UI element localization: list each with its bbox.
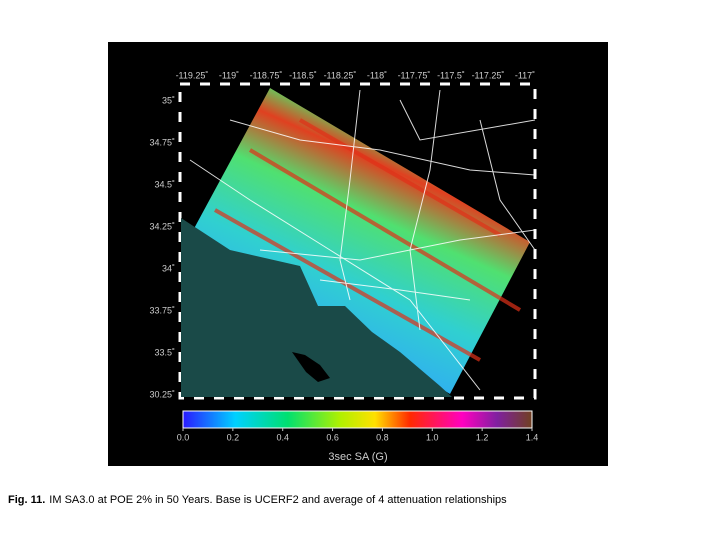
lon-label: -117.75˚	[398, 70, 431, 80]
colorbar-tick-label: 0.6	[326, 432, 339, 442]
lon-label: -118.5˚	[289, 70, 317, 80]
lat-label: 33.5˚	[154, 347, 175, 357]
figure: -119.25˚ -119˚ -118.75˚ -118.5˚ -118.25˚ -118…	[108, 42, 608, 466]
colorbar-tick-label: 1.2	[476, 432, 489, 442]
lon-label: -118.25˚	[324, 70, 357, 80]
colorbar	[182, 410, 533, 429]
lat-label: 33.75˚	[149, 305, 175, 315]
lat-label: 30.25˚	[149, 389, 175, 399]
lat-label: 35˚	[162, 95, 175, 105]
lon-label: -117.25˚	[472, 70, 505, 80]
lon-label: -117˚	[515, 70, 535, 80]
lon-label: -119˚	[219, 70, 239, 80]
lon-label: -117.5˚	[437, 70, 465, 80]
colorbar-tick-label: 1.4	[526, 432, 539, 442]
lon-label: -118.75˚	[250, 70, 283, 80]
lon-label: -118˚	[367, 70, 387, 80]
lat-label: 34˚	[162, 263, 175, 273]
lat-label: 34.5˚	[154, 179, 175, 189]
colorbar-tick-label: 0.4	[276, 432, 289, 442]
colorbar-tick-label: 0.8	[376, 432, 389, 442]
lat-label: 34.25˚	[149, 221, 175, 231]
lon-label: -119.25˚	[176, 70, 209, 80]
caption-text: IM SA3.0 at POE 2% in 50 Years. Base is …	[49, 494, 507, 506]
colorbar-tick-label: 0.0	[177, 432, 190, 442]
island	[292, 352, 330, 382]
colorbar-tick-label: 1.0	[426, 432, 439, 442]
colorbar-tick-label: 0.2	[227, 432, 240, 442]
caption-label: Fig. 11.	[8, 494, 46, 506]
colorbar-label: 3sec SA (G)	[328, 451, 387, 463]
lat-label: 34.75˚	[149, 137, 175, 147]
fault-zone	[214, 118, 522, 362]
roads	[189, 89, 536, 391]
caption: Fig. 11. IM SA3.0 at POE 2% in 50 Years. …	[8, 494, 507, 506]
ocean	[181, 218, 452, 397]
